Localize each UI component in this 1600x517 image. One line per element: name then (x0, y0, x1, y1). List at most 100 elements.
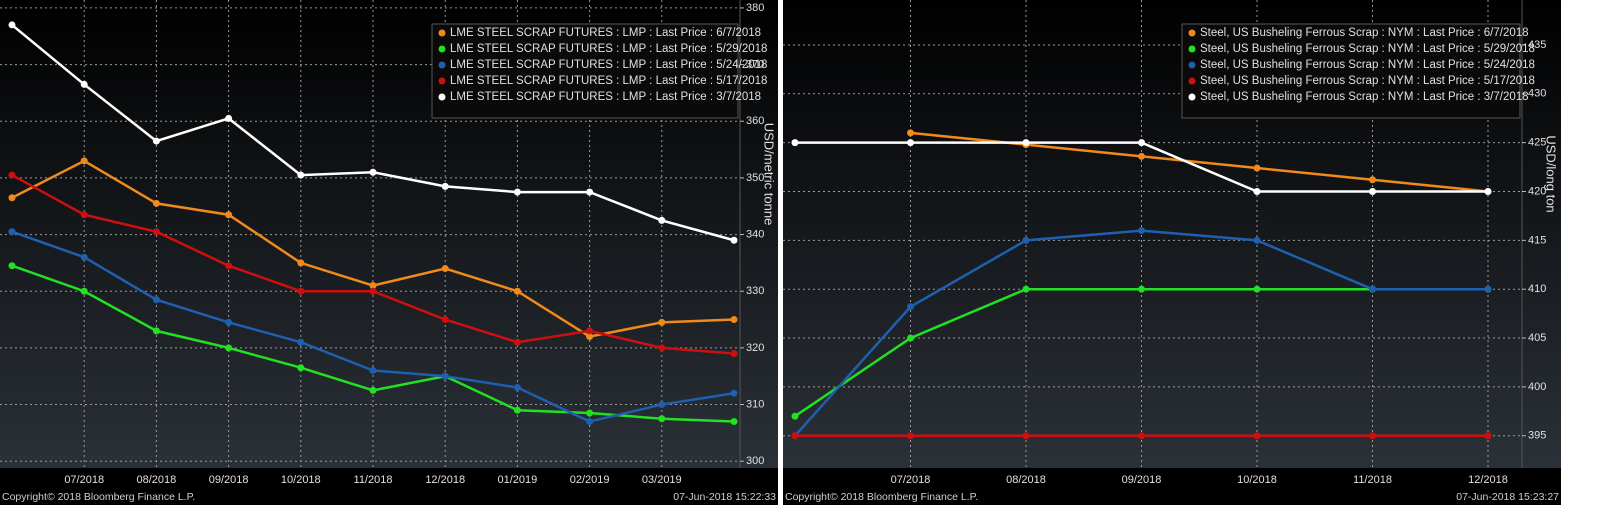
y-tick-label: 410 (1528, 283, 1546, 295)
legend-box (431, 23, 739, 119)
data-point (80, 253, 88, 261)
legend-label: LME STEEL SCRAP FUTURES : LMP : Last Pri… (450, 91, 761, 103)
data-point (907, 334, 914, 342)
x-axis-strip (783, 468, 1561, 505)
data-point (8, 228, 16, 236)
data-point (1138, 152, 1145, 160)
data-point (1369, 187, 1376, 195)
data-point (907, 139, 914, 147)
y-tick-label: 360 (746, 115, 764, 127)
data-point (369, 282, 377, 290)
data-point (586, 333, 594, 341)
data-point (80, 287, 88, 295)
data-point (907, 432, 914, 440)
x-tick-label: 09/2018 (209, 474, 249, 486)
data-point (907, 303, 914, 311)
x-tick-label: 07/2018 (64, 474, 104, 486)
timestamp: 07-Jun-2018 15:22:33 (673, 491, 776, 503)
data-point (152, 228, 160, 236)
legend-marker (438, 93, 446, 101)
data-point (586, 188, 594, 196)
data-point (152, 199, 160, 207)
data-point (297, 259, 305, 267)
data-point (586, 409, 594, 417)
data-point (658, 318, 666, 326)
legend-label: Steel, US Busheling Ferrous Scrap : NYM … (1200, 75, 1535, 87)
data-point (8, 262, 16, 270)
legend-marker (438, 61, 446, 69)
y-tick-label: 430 (1528, 88, 1546, 100)
legend-marker (438, 29, 446, 37)
data-point (80, 211, 88, 219)
data-point (8, 171, 16, 179)
x-tick-label: 11/2018 (354, 474, 393, 486)
y-tick-label: 405 (1528, 332, 1546, 344)
data-point (730, 350, 738, 358)
y-axis-label: USD/long ton (1544, 135, 1559, 212)
data-point (369, 367, 377, 375)
data-point (80, 157, 88, 165)
y-tick-label: 420 (1528, 185, 1546, 197)
data-point (586, 418, 594, 426)
y-tick-label: 435 (1528, 39, 1546, 51)
data-point (730, 389, 738, 397)
chart-panel: 395 400 405 410 415 420 425 430 435 07/2018 08/201… (783, 0, 1561, 505)
data-point (225, 262, 233, 270)
data-point (1484, 187, 1492, 195)
data-point (441, 316, 449, 324)
data-point (658, 401, 666, 409)
data-point (152, 137, 160, 145)
timestamp: 07-Jun-2018 15:23:27 (1456, 491, 1559, 503)
y-tick-label: 310 (746, 398, 764, 410)
data-point (1138, 432, 1145, 440)
x-tick-label: 10/2018 (1237, 474, 1277, 486)
data-point (658, 216, 666, 224)
data-point (1022, 285, 1030, 293)
y-tick-label: 320 (746, 342, 764, 354)
data-point (1138, 285, 1145, 293)
data-point (225, 211, 233, 219)
data-point (586, 327, 594, 335)
legend-label: Steel, US Busheling Ferrous Scrap : NYM … (1200, 91, 1529, 103)
data-point (369, 386, 377, 394)
data-point (1253, 432, 1261, 440)
y-tick-label: 350 (746, 172, 764, 184)
data-point (1022, 236, 1030, 244)
x-tick-label: 10/2018 (281, 474, 321, 486)
data-point (152, 327, 160, 335)
y-tick-label: 370 (746, 58, 764, 70)
data-point (297, 287, 305, 295)
x-tick-label: 08/2018 (137, 474, 177, 486)
legend: LME STEEL SCRAP FUTURES : LMP : Last Pri… (431, 23, 767, 119)
data-point (441, 265, 449, 273)
legend-marker (1188, 77, 1196, 85)
data-point (791, 139, 799, 147)
legend-label: Steel, US Busheling Ferrous Scrap : NYM … (1200, 59, 1535, 71)
y-tick-label: 400 (1528, 381, 1546, 393)
legend-label: LME STEEL SCRAP FUTURES : LMP : Last Pri… (450, 43, 767, 55)
data-point (907, 129, 914, 137)
legend-marker (438, 77, 446, 85)
legend-marker (1188, 61, 1196, 69)
y-axis-label: USD/metric tonne (762, 123, 777, 226)
y-tick-label: 340 (746, 228, 764, 240)
y-tick-label: 395 (1528, 430, 1546, 442)
data-point (730, 236, 738, 244)
source-note: Copyright© 2018 Bloomberg Finance L.P. (785, 491, 978, 503)
data-point (513, 287, 521, 295)
legend-marker (438, 45, 446, 53)
legend-marker (1188, 45, 1196, 53)
y-tick-label: 380 (746, 2, 764, 14)
data-point (1138, 139, 1145, 147)
source-note: Copyright© 2018 Bloomberg Finance L.P. (2, 491, 195, 503)
legend-label: Steel, US Busheling Ferrous Scrap : NYM … (1200, 43, 1535, 55)
data-point (80, 80, 88, 88)
data-point (791, 412, 799, 420)
data-point (1253, 285, 1261, 293)
data-point (1369, 176, 1376, 184)
chart-panel: 300 310 320 330 340 350 360 370 380 07/2018 08/201… (0, 0, 778, 505)
x-tick-label: 03/2019 (642, 474, 682, 486)
x-tick-label: 01/2019 (498, 474, 538, 486)
data-point (1253, 187, 1261, 195)
